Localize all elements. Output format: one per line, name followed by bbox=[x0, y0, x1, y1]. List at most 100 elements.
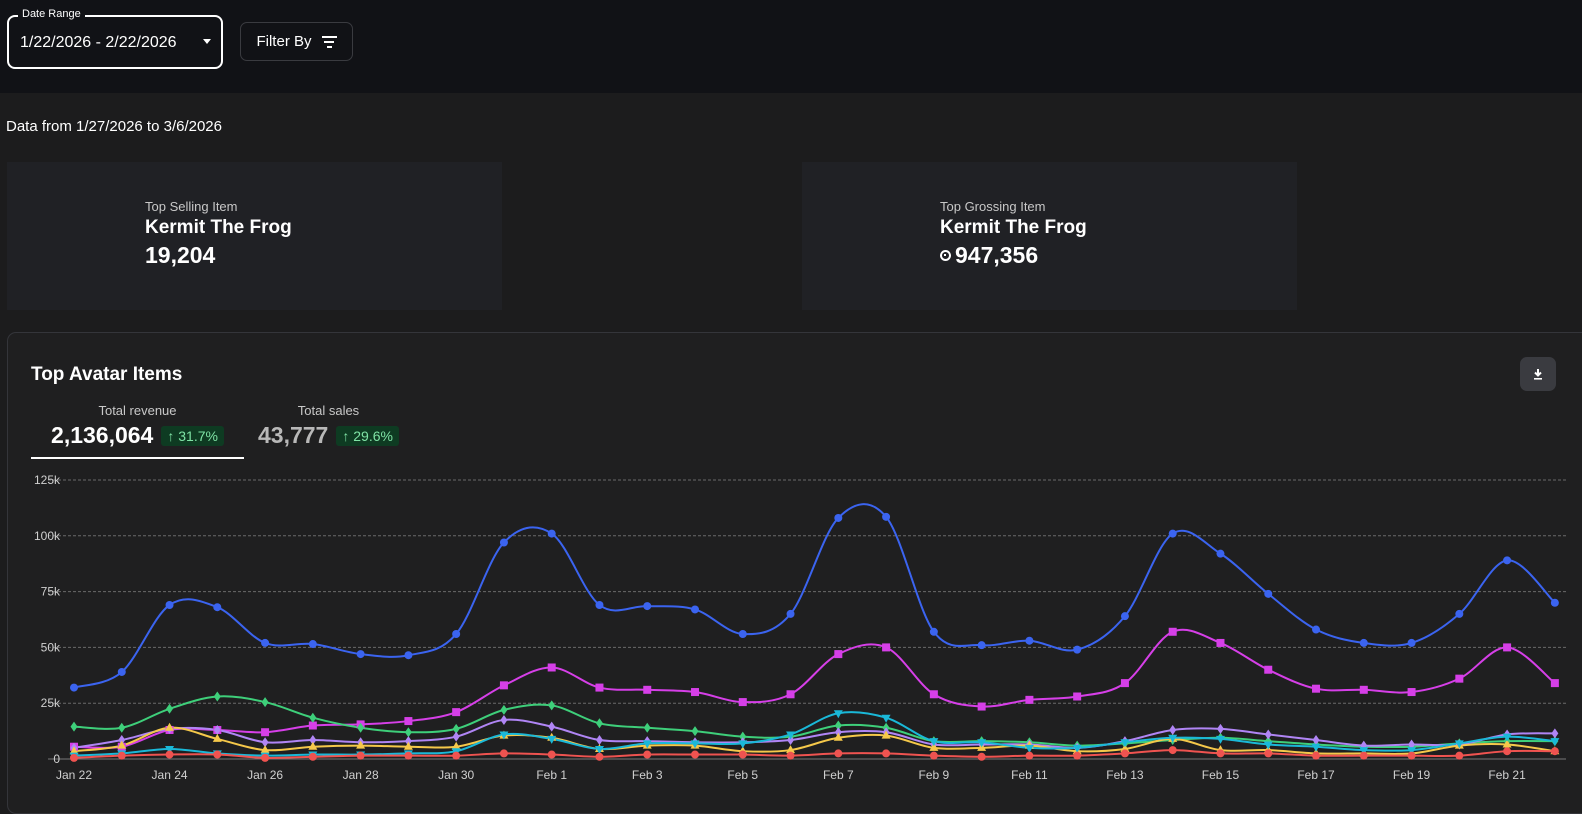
data-point bbox=[1550, 747, 1559, 756]
download-button[interactable] bbox=[1520, 357, 1556, 391]
data-point bbox=[1359, 685, 1368, 694]
data-point bbox=[1169, 724, 1177, 735]
data-point bbox=[929, 742, 939, 751]
data-point bbox=[1407, 751, 1416, 760]
tab-label: Total sales bbox=[297, 403, 360, 418]
data-point bbox=[786, 690, 795, 699]
data-point bbox=[1168, 627, 1177, 636]
data-point bbox=[929, 738, 939, 747]
data-point bbox=[1312, 625, 1321, 634]
top-selling-card: Top Selling Item Kermit The Frog 19,204 bbox=[7, 162, 502, 310]
data-point bbox=[261, 753, 270, 762]
x-tick-label: Feb 1 bbox=[536, 768, 567, 782]
data-point bbox=[1168, 746, 1177, 755]
data-point bbox=[1216, 749, 1225, 758]
date-range-value: 1/22/2026 - 2/22/2026 bbox=[20, 34, 177, 51]
data-point bbox=[1264, 665, 1273, 674]
data-point bbox=[595, 752, 604, 761]
data-point bbox=[260, 745, 270, 754]
data-point bbox=[1264, 729, 1272, 740]
data-point bbox=[1312, 684, 1321, 693]
data-point bbox=[1551, 728, 1559, 739]
filter-by-label: Filter By bbox=[256, 33, 312, 50]
x-tick-label: Feb 11 bbox=[1011, 768, 1048, 782]
y-tick-label: 100k bbox=[34, 529, 61, 543]
data-point bbox=[1360, 740, 1368, 751]
data-point bbox=[356, 650, 365, 659]
data-point bbox=[70, 683, 78, 692]
tab-total-revenue[interactable]: Total revenue 2,136,064 ↑ 31.7% bbox=[31, 403, 244, 459]
series-line-1 bbox=[73, 628, 1556, 749]
card-label: Top Selling Item bbox=[145, 199, 238, 214]
data-range-text: Data from 1/27/2026 to 3/6/2026 bbox=[6, 118, 222, 135]
data-point bbox=[261, 737, 269, 748]
series-line-3 bbox=[73, 718, 1555, 749]
data-point bbox=[1168, 734, 1178, 743]
x-tick-label: Feb 3 bbox=[632, 768, 663, 782]
data-point bbox=[452, 708, 461, 717]
data-point bbox=[738, 698, 747, 707]
data-point bbox=[69, 746, 79, 755]
data-point bbox=[1120, 743, 1130, 752]
caret-down-icon bbox=[203, 39, 211, 44]
data-point bbox=[308, 640, 317, 649]
x-tick-label: Jan 22 bbox=[56, 768, 92, 782]
download-icon bbox=[1534, 369, 1542, 380]
data-point bbox=[643, 685, 652, 694]
data-point bbox=[213, 691, 221, 702]
data-point bbox=[1120, 739, 1130, 748]
x-tick-label: Feb 13 bbox=[1106, 768, 1144, 782]
data-point bbox=[881, 730, 891, 739]
card-item-name: Kermit The Frog bbox=[940, 217, 1087, 238]
data-point bbox=[404, 717, 413, 726]
data-point bbox=[594, 745, 604, 754]
card-value: 19,204 bbox=[145, 242, 216, 268]
data-point bbox=[309, 735, 317, 746]
data-point bbox=[643, 602, 652, 611]
data-point bbox=[738, 750, 747, 759]
data-point bbox=[499, 731, 509, 740]
data-point bbox=[739, 731, 747, 742]
data-point bbox=[1072, 744, 1082, 753]
data-point bbox=[1264, 589, 1273, 598]
data-point bbox=[165, 600, 174, 609]
filter-icon bbox=[321, 35, 337, 48]
filter-by-button[interactable]: Filter By bbox=[240, 22, 353, 61]
x-tick-label: Jan 30 bbox=[438, 768, 474, 782]
data-point bbox=[70, 753, 78, 762]
line-chart: 0 25k 50k 75k 100k 125k Jan 22 Jan 24 Jan 26 Jan … bbox=[34, 473, 1566, 782]
data-point bbox=[690, 740, 700, 749]
data-point bbox=[308, 741, 318, 750]
data-point bbox=[499, 681, 508, 690]
x-tick-label: Jan 26 bbox=[247, 768, 283, 782]
date-range-picker[interactable]: Date Range 1/22/2026 - 2/22/2026 bbox=[7, 8, 223, 69]
x-tick-label: Feb 17 bbox=[1297, 768, 1335, 782]
data-point bbox=[786, 745, 796, 754]
data-point bbox=[308, 752, 317, 761]
y-tick-label: 125k bbox=[34, 473, 61, 487]
data-point bbox=[118, 722, 126, 733]
data-point bbox=[977, 702, 986, 711]
data-point bbox=[70, 721, 78, 732]
tab-total-sales[interactable]: Total sales 43,777 ↑ 29.6% bbox=[258, 403, 399, 449]
x-tick-label: Jan 28 bbox=[343, 768, 379, 782]
data-point bbox=[1120, 679, 1129, 688]
data-point bbox=[1312, 751, 1321, 760]
data-point bbox=[786, 751, 795, 760]
data-point bbox=[595, 600, 604, 609]
data-point bbox=[1359, 638, 1368, 647]
data-point bbox=[833, 732, 843, 741]
data-point bbox=[117, 667, 126, 676]
data-point bbox=[643, 722, 651, 733]
data-point bbox=[1550, 738, 1560, 747]
data-point bbox=[1455, 751, 1464, 760]
data-point bbox=[1025, 751, 1034, 760]
x-tick-label: Feb 9 bbox=[919, 768, 950, 782]
data-point bbox=[1408, 739, 1416, 750]
data-point bbox=[834, 513, 843, 522]
change-badge: ↑ 31.7% bbox=[161, 425, 224, 446]
data-point bbox=[1407, 688, 1416, 697]
data-point bbox=[500, 704, 508, 715]
data-point bbox=[595, 735, 603, 746]
data-point bbox=[213, 603, 222, 612]
